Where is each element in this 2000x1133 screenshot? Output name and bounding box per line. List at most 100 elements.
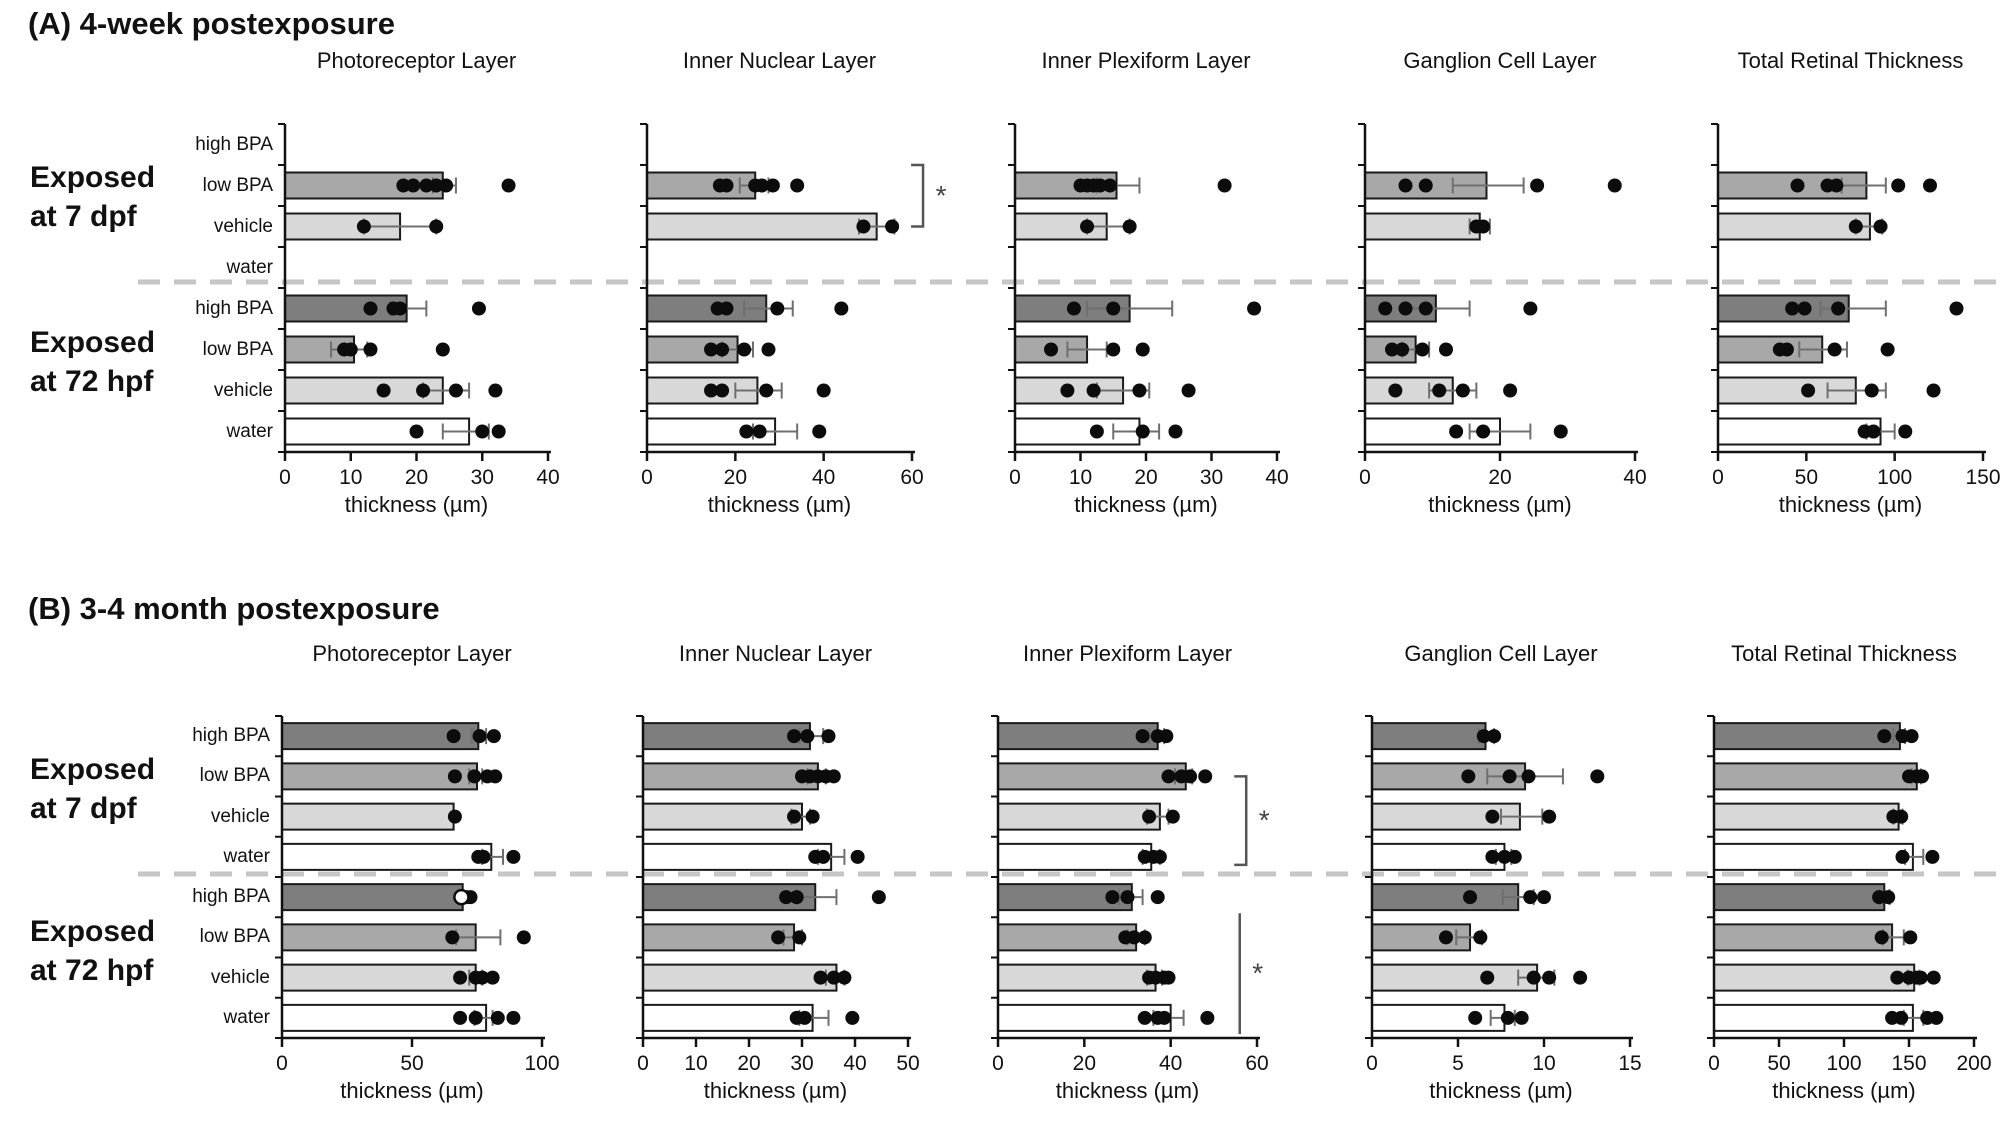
data-dot [488,769,503,784]
data-dot [1150,890,1165,905]
data-dot [1217,178,1232,193]
group-label-line: Exposed [30,753,156,786]
data-dot [1198,769,1213,784]
data-dot [1152,849,1167,864]
data-dot [871,890,886,905]
data-dot [1797,301,1812,316]
tick-label: 10 [1069,466,1092,489]
data-dot [490,1010,505,1025]
tick-label: 20 [1134,466,1157,489]
data-dot [1093,178,1108,193]
data-dot [1132,383,1147,398]
data-dot [476,849,491,864]
tick-label: 30 [1200,466,1223,489]
data-dot [435,342,450,357]
data-dot [1523,890,1538,905]
tick-label: 15 [1618,1052,1641,1075]
chart-title: Photoreceptor Layer [316,48,517,73]
data-dot [1157,1010,1172,1025]
data-dot [1106,342,1121,357]
tick-label: 150 [1891,1052,1926,1075]
panel-a-chart-3: 0 20 40 [1358,123,1647,489]
data-dot [1135,342,1150,357]
bar [1717,417,1882,446]
row-label-high-bpa: high BPA [195,133,273,155]
data-dot [1106,301,1121,316]
data-dot [1480,970,1495,985]
data-dot [765,178,780,193]
data-dot [1904,729,1919,744]
data-dot [813,970,828,985]
group-label-line: at 7 dpf [30,792,137,825]
group-label-a-7dpf: Exposed at 7 dpf [30,158,155,236]
data-dot [1388,383,1403,398]
bar [281,802,455,831]
bar [1371,923,1472,952]
tick-label: 20 [1073,1052,1096,1075]
data-dot [453,970,468,985]
data-dot [1881,890,1896,905]
data-dot [396,178,411,193]
row-label-vehicle: vehicle [213,215,273,237]
data-dot [790,178,805,193]
tick-label: 100 [524,1052,559,1075]
data-dot [1894,1010,1909,1025]
data-dot [1200,1010,1215,1025]
data-dot [1925,849,1940,864]
x-axis-label: thickness (µm) [1074,492,1218,517]
bar [997,722,1159,751]
data-dot [1086,383,1101,398]
data-dot [805,809,820,824]
bar [1713,963,1916,992]
tick-label: 10 [1532,1052,1555,1075]
data-dot [472,729,487,744]
bar [997,923,1138,952]
chart-title: Total Retinal Thickness [1731,641,1957,666]
data-dot [416,383,431,398]
tick-label: 40 [843,1052,866,1075]
tick-label: 40 [536,466,559,489]
data-dot [850,849,865,864]
data-dot [1102,178,1117,193]
data-dot [1923,178,1937,193]
data-dot [787,809,802,824]
data-dot [826,970,841,985]
row-label-low-bpa: low BPA [202,174,273,196]
data-dot [448,383,463,398]
x-axis-label: thickness (µm) [1428,492,1572,517]
bar [642,802,803,831]
data-dot [447,809,462,824]
data-dot [759,383,774,398]
data-dot [1607,178,1622,193]
significance-bracket [1234,775,1248,867]
bar [642,722,811,751]
data-dot [485,970,500,985]
data-dot [363,342,378,357]
tick-label: 0 [276,1052,288,1075]
row-label-vehicle: vehicle [210,805,270,827]
chart-title: Inner Nuclear Layer [678,641,873,666]
row-label-water: water [226,256,273,278]
group-label-a-72hpf: Exposed at 72 hpf [30,323,155,401]
data-dot [1514,1010,1529,1025]
data-dot [837,970,852,985]
data-dot [1439,342,1453,357]
data-dot [1168,424,1183,439]
tick-label: 10 [339,466,362,489]
data-dot [1487,729,1502,744]
data-dot [1542,809,1557,824]
data-dot [1523,301,1538,316]
bar [1371,963,1539,992]
data-dot [1126,930,1141,945]
data-dot [792,930,807,945]
data-dot [1385,342,1399,357]
bar [642,842,833,871]
data-dot [1181,383,1196,398]
data-dot [1165,809,1180,824]
data-dot [446,729,461,744]
data-dot [488,383,503,398]
row-label-water: water [226,420,273,442]
panel-a-chart-0: 0 10 20 30 40 [278,123,560,489]
data-dot [856,219,871,234]
